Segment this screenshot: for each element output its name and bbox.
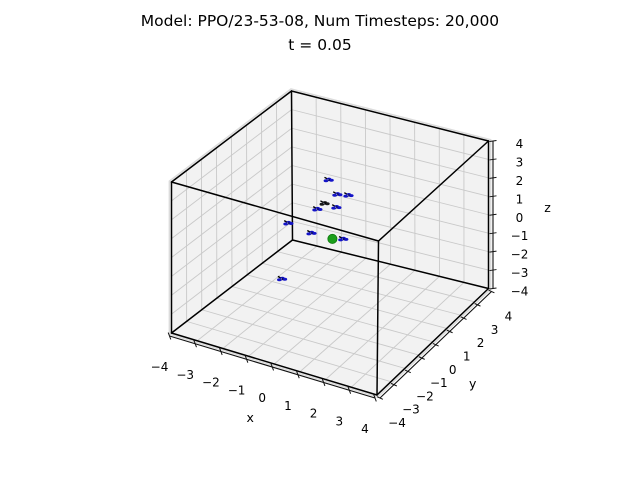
axis-tick-label: −3 — [176, 368, 194, 382]
drone-marker — [332, 191, 343, 197]
axis-tick-label: −2 — [202, 376, 220, 390]
drone-marker — [306, 229, 317, 236]
axis-tick-label: 0 — [258, 391, 266, 405]
axis-tick-label: −1 — [430, 376, 448, 390]
axis-tick-label: −2 — [416, 389, 434, 403]
drone-marker — [338, 235, 349, 242]
axis-tick-label: 3 — [335, 414, 343, 428]
axis-tick-label: 0 — [449, 363, 457, 377]
axis-tick-label: 0 — [516, 211, 524, 225]
axis-tick-label: 4 — [505, 310, 513, 324]
axis-tick-label: 2 — [477, 336, 485, 350]
axis-tick-label: −2 — [511, 248, 529, 262]
axis-tick-label: −3 — [402, 403, 420, 417]
axis-tick-label: −1 — [511, 229, 529, 243]
z-axis-label: z — [544, 200, 551, 215]
title-block: Model: PPO/23-53-08, Num Timesteps: 20,0… — [0, 0, 640, 55]
axis-tick-label: −4 — [388, 416, 406, 430]
axis-tick-label: −4 — [151, 360, 169, 374]
drone-marker — [331, 204, 342, 210]
axis-tick-label: 1 — [463, 349, 471, 363]
axis-tick-label: 1 — [284, 399, 292, 413]
axis-tick-label: 4 — [516, 137, 524, 151]
axis-tick-label: 2 — [516, 174, 524, 188]
axis-tick-label: 3 — [491, 323, 499, 337]
goal-marker — [327, 233, 338, 244]
axis-tick-label: 2 — [310, 407, 318, 421]
y-axis-label: y — [469, 376, 477, 391]
drone-marker — [343, 192, 354, 198]
x-axis-label: x — [247, 410, 254, 425]
axis-tick-label: −3 — [511, 266, 529, 280]
axis-tick-label: 1 — [516, 192, 524, 206]
drone-marker — [323, 176, 334, 183]
drone-marker — [277, 275, 288, 282]
axis-tick-label: −4 — [511, 285, 529, 299]
drone-marker — [319, 200, 330, 206]
drone-marker — [283, 219, 294, 226]
axis-tick-label: 4 — [361, 422, 369, 436]
plot-subtitle: t = 0.05 — [288, 36, 352, 54]
axis-tick-label: −1 — [228, 383, 246, 397]
axis-tick-label: 3 — [516, 155, 524, 169]
drone-marker — [312, 205, 323, 212]
plot-title: Model: PPO/23-53-08, Num Timesteps: 20,0… — [140, 12, 500, 30]
